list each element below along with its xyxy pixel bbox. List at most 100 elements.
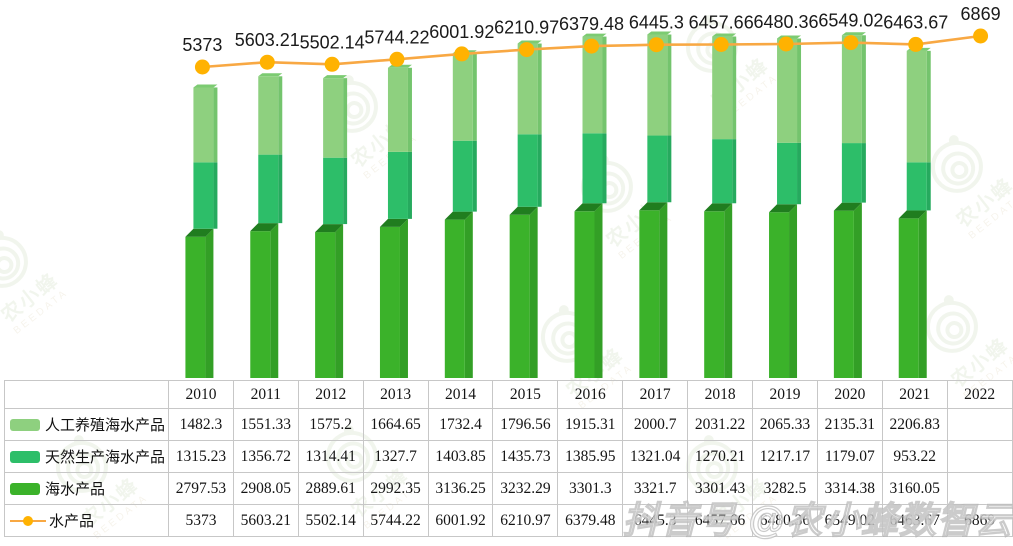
table-cell: 1482.3 [168, 408, 234, 441]
table-row: 水产品 5373 5603.21 5502.14 5744.22 6001.92 6210.… [4, 504, 1013, 537]
bar-segment-farmed [193, 87, 214, 163]
line-point [454, 46, 470, 62]
bar-segment-farmed-side [602, 36, 607, 134]
bar-segment-farmed [647, 34, 668, 136]
value-label: 6445.3 [629, 13, 684, 33]
legend-header-cell [4, 380, 169, 409]
bar-segment-farmed [841, 35, 862, 144]
bar-segment-natural-side [343, 157, 348, 225]
year-header: 2011 [232, 380, 299, 409]
bar-segment-natural-side [861, 143, 866, 203]
bar-segment-natural [582, 133, 603, 204]
table-cell: 1551.33 [232, 408, 299, 441]
table-cell: 3160.05 [881, 472, 948, 505]
year-header: 2022 [946, 380, 1013, 409]
table-cell: 2889.61 [297, 472, 364, 505]
bar-segment-seawater-top [509, 206, 538, 215]
table-cell: 5373 [168, 504, 234, 537]
legend-swatch-icon [10, 451, 40, 463]
table-cell: 6445.3 [622, 504, 689, 537]
bar-segment-farmed [323, 78, 344, 158]
table-cell: 1314.41 [297, 440, 364, 473]
bar-segment-seawater-top [574, 203, 603, 212]
table-cell: 5603.21 [232, 504, 299, 537]
bar-segment-natural [906, 162, 927, 211]
bar-segment-farmed-top [712, 33, 737, 37]
table-cell: 2031.22 [687, 408, 754, 441]
bar-segment-seawater-side [464, 211, 473, 378]
value-label: 6869 [961, 4, 1001, 24]
bar-segment-seawater [639, 210, 660, 378]
bar-segment-seawater-side [529, 206, 538, 378]
data-table: 2010 2011 2012 2013 2014 2015 2016 2017 2018 2019… [4, 380, 1013, 537]
year-header: 2021 [881, 380, 948, 409]
bar-segment-seawater [250, 231, 271, 378]
table-cell [946, 472, 1013, 505]
bar-segment-farmed-top [841, 32, 866, 36]
line-point [713, 37, 729, 52]
stacked-bar-line-chart: 5373 5603.21 5502.14 5744.22 6001.92 6210.97 6… [182, 4, 1001, 378]
bar-segment-seawater-side [205, 228, 214, 378]
bar-segment-seawater-top [769, 204, 798, 213]
table-cell: 6463.67 [881, 504, 948, 537]
table-cell: 1796.56 [492, 408, 559, 441]
line-point [389, 51, 405, 67]
bar-segment-seawater-side [853, 202, 862, 378]
bar-segment-natural-side [278, 154, 283, 224]
bar-segment-farmed-side [213, 87, 218, 163]
value-label: 6480.36 [753, 12, 818, 32]
year-header: 2019 [752, 380, 818, 409]
bar-segment-seawater-side [335, 224, 344, 378]
bar-segment-farmed-top [647, 31, 672, 35]
year-header: 2015 [492, 380, 559, 409]
bar-segment-natural [777, 142, 798, 205]
bar-segment-seawater [704, 211, 725, 378]
bar-segment-seawater [444, 219, 465, 378]
bar-segment-natural [258, 154, 279, 224]
table-cell: 1385.95 [557, 440, 624, 473]
year-header: 2016 [557, 380, 624, 409]
line-point [519, 42, 535, 58]
table-cell [946, 440, 1013, 473]
table-cell: 1179.07 [816, 440, 883, 473]
bar-segment-farmed-top [258, 73, 283, 77]
legend-swatch-icon [10, 483, 40, 495]
legend-cell-mid: 天然生产海水产品 [4, 440, 169, 473]
table-row: 海水产品 2797.53 2908.05 2889.61 2992.35 3136.25 3… [4, 472, 1013, 505]
bar-segment-seawater-top [185, 228, 214, 237]
table-cell: 1321.04 [622, 440, 689, 473]
table-cell: 3301.43 [687, 472, 754, 505]
table-cell: 1217.17 [752, 440, 818, 473]
bar-segment-seawater-side [789, 204, 798, 378]
table-cell: 2000.7 [622, 408, 689, 441]
bar-segment-seawater-top [315, 224, 344, 233]
table-cell: 5744.22 [362, 504, 429, 537]
bar-segment-farmed [452, 53, 473, 141]
bar-segment-farmed-side [732, 36, 737, 140]
line-point [648, 37, 664, 53]
bar-segment-farmed-side [797, 38, 802, 143]
table-cell: 1915.31 [557, 408, 624, 441]
bar-segment-seawater-side [659, 202, 668, 378]
year-header: 2013 [362, 380, 429, 409]
line-point [324, 56, 340, 72]
bar-segment-farmed-side [472, 53, 477, 141]
table-cell: 2206.83 [881, 408, 948, 441]
table-cell: 953.22 [881, 440, 948, 473]
table-cell [946, 408, 1013, 441]
bar-segment-seawater [185, 236, 206, 378]
bar-segment-natural-side [732, 139, 737, 204]
table-cell: 1435.73 [492, 440, 559, 473]
bar-segment-seawater-side [918, 210, 927, 378]
bar-segment-seawater-side [399, 218, 408, 378]
table-cell: 2065.33 [752, 408, 818, 441]
table-cell: 5502.14 [297, 504, 364, 537]
bar-segment-natural [323, 157, 344, 225]
bar-segment-farmed-side [407, 67, 412, 152]
bar-segment-seawater-top [250, 223, 279, 232]
table-cell: 2992.35 [362, 472, 429, 505]
table-cell: 3321.7 [622, 472, 689, 505]
year-header: 2014 [427, 380, 494, 409]
table-cell: 6001.92 [427, 504, 494, 537]
